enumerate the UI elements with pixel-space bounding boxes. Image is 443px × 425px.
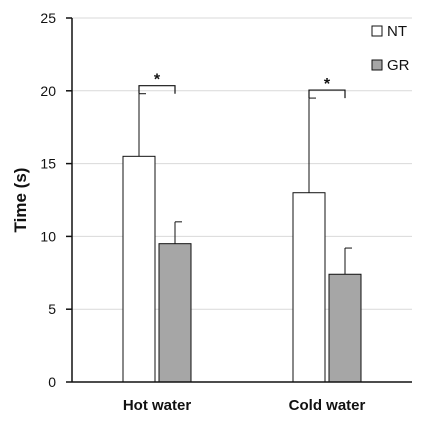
significance-bracket (308, 89, 346, 99)
category-labels: Hot water Cold water (123, 397, 366, 414)
y-tick-label: 5 (48, 301, 56, 317)
y-axis-label: Time (s) (11, 168, 30, 233)
y-tick-label: 20 (40, 83, 56, 99)
bar-gr (158, 243, 192, 383)
y-tick-label: 25 (40, 10, 56, 26)
significance-markers: * * (138, 72, 346, 99)
legend-label-gr: GR (387, 57, 410, 74)
y-tick-label: 0 (48, 374, 56, 390)
legend: NT GR (371, 23, 410, 74)
significance-bracket (138, 85, 176, 94)
y-tick-labels: 0 5 10 15 20 25 (40, 10, 56, 390)
y-tick-label: 15 (40, 156, 56, 172)
significance-star: * (324, 76, 331, 93)
significance-star: * (154, 72, 161, 89)
bars (122, 155, 362, 383)
axes (66, 17, 412, 383)
legend-swatch-gr (371, 59, 383, 71)
bar-nt (292, 192, 326, 383)
legend-label-nt: NT (387, 23, 407, 40)
x-tick-label: Cold water (289, 397, 366, 414)
legend-swatch-nt (371, 25, 383, 37)
bar-nt (122, 155, 156, 383)
y-tick-label: 10 (40, 228, 56, 244)
bar-gr (328, 273, 362, 383)
x-tick-label: Hot water (123, 397, 192, 414)
error-bars (138, 93, 352, 275)
